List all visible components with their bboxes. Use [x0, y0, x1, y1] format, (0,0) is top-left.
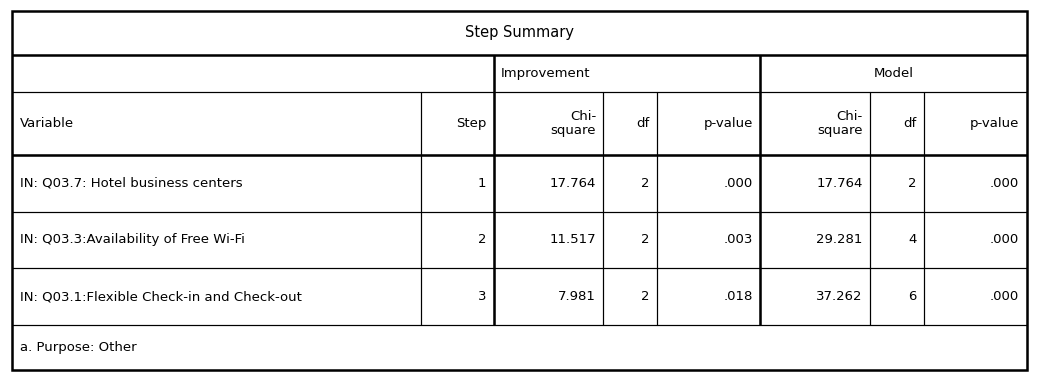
- Bar: [421, 212, 494, 268]
- Text: Chi-
square: Chi- square: [551, 110, 596, 136]
- Bar: [604, 155, 658, 212]
- Bar: [924, 268, 1027, 325]
- Text: Step Summary: Step Summary: [465, 25, 574, 40]
- Bar: [761, 55, 1027, 91]
- Text: Model: Model: [874, 67, 913, 80]
- Text: 1: 1: [478, 177, 486, 189]
- Bar: [870, 268, 924, 325]
- Text: .000: .000: [990, 290, 1019, 304]
- Bar: [658, 91, 761, 155]
- Bar: [870, 212, 924, 268]
- Text: IN: Q03.7: Hotel business centers: IN: Q03.7: Hotel business centers: [20, 177, 242, 189]
- Bar: [761, 155, 870, 212]
- Text: 2: 2: [641, 177, 650, 189]
- Bar: [12, 212, 421, 268]
- Text: 6: 6: [908, 290, 916, 304]
- Text: 2: 2: [908, 177, 916, 189]
- Bar: [924, 91, 1027, 155]
- Bar: [12, 55, 494, 91]
- Bar: [12, 155, 421, 212]
- Bar: [421, 155, 494, 212]
- Bar: [658, 268, 761, 325]
- Text: .000: .000: [990, 234, 1019, 246]
- Bar: [494, 155, 604, 212]
- Bar: [761, 268, 870, 325]
- Text: 7.981: 7.981: [558, 290, 596, 304]
- Text: 2: 2: [641, 290, 650, 304]
- Text: a. Purpose: Other: a. Purpose: Other: [20, 341, 136, 354]
- Text: 2: 2: [641, 234, 650, 246]
- Text: 11.517: 11.517: [550, 234, 596, 246]
- Text: Improvement: Improvement: [501, 67, 590, 80]
- Bar: [494, 55, 761, 91]
- Bar: [421, 91, 494, 155]
- Bar: [658, 212, 761, 268]
- Text: 37.262: 37.262: [816, 290, 862, 304]
- Bar: [494, 91, 604, 155]
- Bar: [12, 91, 421, 155]
- Bar: [494, 268, 604, 325]
- Bar: [761, 212, 870, 268]
- Text: 4: 4: [908, 234, 916, 246]
- Bar: [870, 91, 924, 155]
- Bar: [12, 325, 1027, 370]
- Bar: [604, 268, 658, 325]
- Text: Chi-
square: Chi- square: [817, 110, 862, 136]
- Text: 17.764: 17.764: [550, 177, 596, 189]
- Bar: [12, 268, 421, 325]
- Bar: [870, 155, 924, 212]
- Bar: [924, 155, 1027, 212]
- Text: 29.281: 29.281: [817, 234, 862, 246]
- Text: 2: 2: [478, 234, 486, 246]
- Text: p-value: p-value: [969, 116, 1019, 130]
- Text: df: df: [903, 116, 916, 130]
- Bar: [604, 91, 658, 155]
- Bar: [924, 212, 1027, 268]
- Text: 3: 3: [478, 290, 486, 304]
- Text: 17.764: 17.764: [817, 177, 862, 189]
- Text: p-value: p-value: [703, 116, 753, 130]
- Text: df: df: [637, 116, 650, 130]
- Text: Variable: Variable: [20, 116, 74, 130]
- Text: Step: Step: [456, 116, 486, 130]
- Text: .000: .000: [723, 177, 753, 189]
- Text: .000: .000: [990, 177, 1019, 189]
- Bar: [604, 212, 658, 268]
- Text: IN: Q03.1:Flexible Check-in and Check-out: IN: Q03.1:Flexible Check-in and Check-ou…: [20, 290, 301, 304]
- Bar: [421, 268, 494, 325]
- Bar: [494, 212, 604, 268]
- Bar: [761, 91, 870, 155]
- Text: IN: Q03.3:Availability of Free Wi-Fi: IN: Q03.3:Availability of Free Wi-Fi: [20, 234, 244, 246]
- Bar: [658, 155, 761, 212]
- Text: .003: .003: [723, 234, 753, 246]
- Text: .018: .018: [723, 290, 753, 304]
